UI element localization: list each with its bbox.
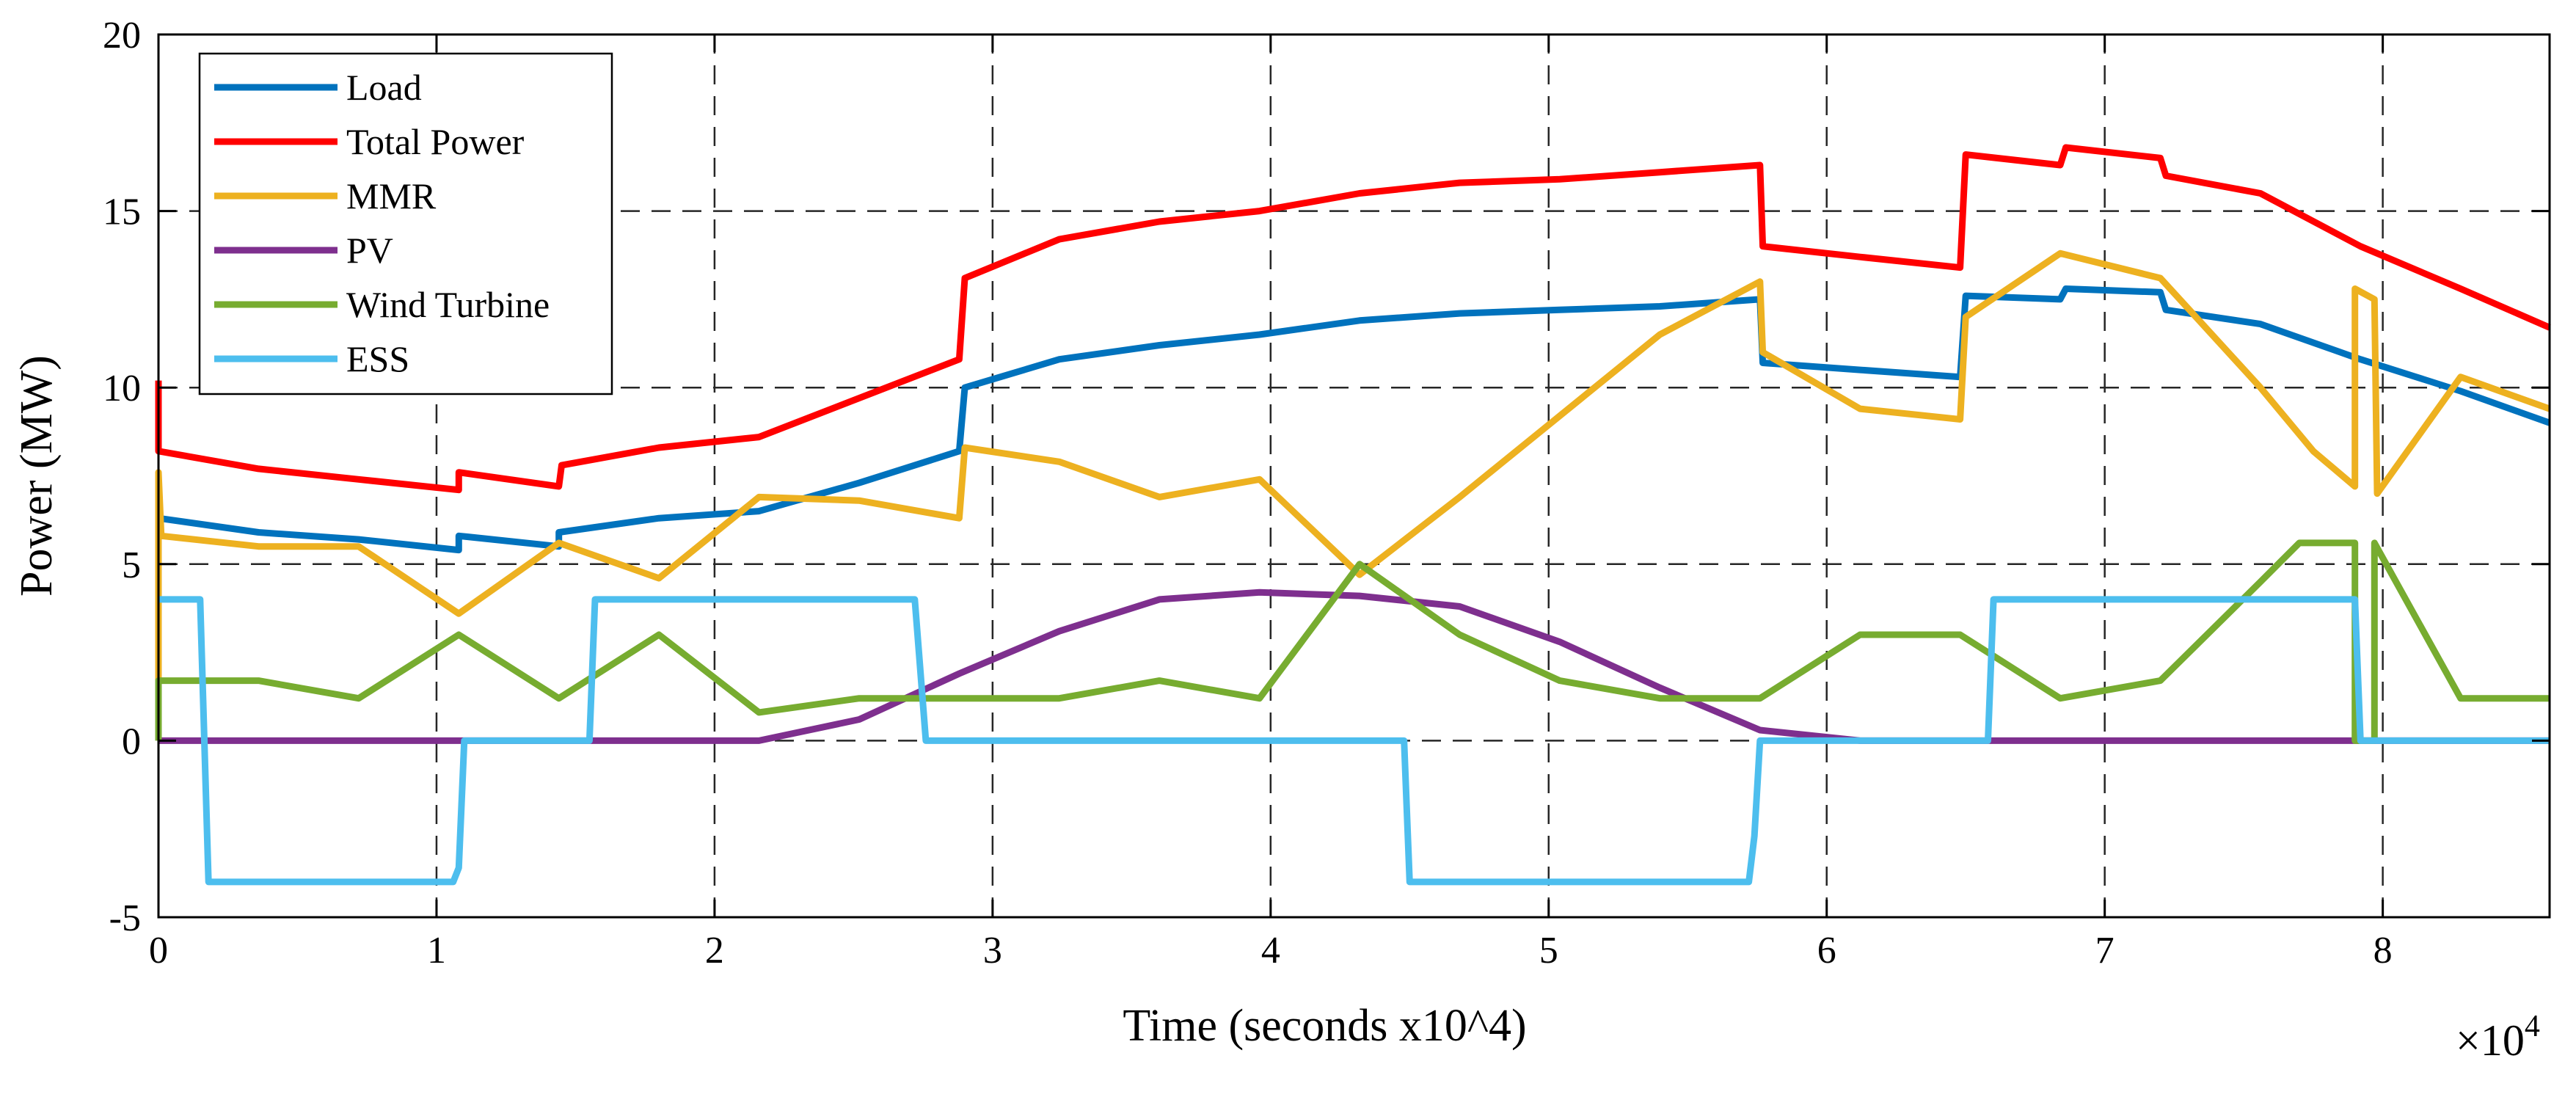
x-tick-label: 5 bbox=[1539, 930, 1558, 972]
x-tick-label: 2 bbox=[705, 930, 724, 972]
legend-box bbox=[198, 52, 613, 396]
y-tick-label: 15 bbox=[103, 192, 141, 233]
grid-layer bbox=[158, 34, 2550, 917]
legend: Load Total Power MMR PV Wind Turbine ESS bbox=[198, 52, 613, 396]
series-line-mmr bbox=[155, 249, 2551, 685]
x-tick-label: 0 bbox=[149, 930, 168, 972]
legend-label: Total Power bbox=[346, 121, 525, 162]
y-axis-label: Power (MW) bbox=[12, 355, 62, 597]
y-tick-label: 10 bbox=[103, 368, 141, 409]
x-tick-label: 4 bbox=[1261, 930, 1280, 972]
series-line-wind-turbine bbox=[155, 539, 2550, 744]
x-tick-label: 1 bbox=[427, 930, 446, 972]
x-axis-multiplier-exponent: 4 bbox=[2525, 1010, 2540, 1043]
x-tick-label: 7 bbox=[2095, 930, 2115, 972]
y-tick-label: 20 bbox=[103, 15, 141, 57]
axes-frame bbox=[157, 33, 2551, 919]
legend-entry-load: Load bbox=[214, 67, 422, 108]
y-tick-label: -5 bbox=[109, 897, 141, 939]
series-line-total-power bbox=[155, 144, 2551, 494]
y-tick-label: 5 bbox=[122, 544, 141, 586]
series-layer bbox=[155, 144, 2551, 886]
legend-label: Wind Turbine bbox=[346, 284, 550, 325]
legend-entry-wind-turbine: Wind Turbine bbox=[214, 284, 550, 325]
legend-label: MMR bbox=[346, 175, 437, 216]
legend-label: PV bbox=[346, 230, 393, 271]
legend-entry-mmr: MMR bbox=[214, 175, 437, 216]
legend-entry-total-power: Total Power bbox=[214, 121, 525, 162]
legend-label: Load bbox=[346, 67, 422, 108]
x-tick-label: 6 bbox=[1817, 930, 1836, 972]
legend-label: ESS bbox=[346, 338, 409, 379]
x-axis-label: Time (seconds x10^4) bbox=[1123, 1001, 1526, 1051]
legend-entry-pv: PV bbox=[214, 230, 393, 271]
x-axis-multiplier-base: ×10 bbox=[2456, 1016, 2525, 1065]
x-axis-multiplier: ×104 bbox=[2456, 1010, 2540, 1065]
series-line-ess bbox=[158, 596, 2550, 886]
legend-entry-ess: ESS bbox=[214, 338, 409, 379]
series-line-pv bbox=[158, 588, 2550, 744]
x-tick-label: 8 bbox=[2374, 930, 2393, 972]
y-tick-label: 0 bbox=[122, 721, 141, 762]
x-tick-label: 3 bbox=[983, 930, 1002, 972]
